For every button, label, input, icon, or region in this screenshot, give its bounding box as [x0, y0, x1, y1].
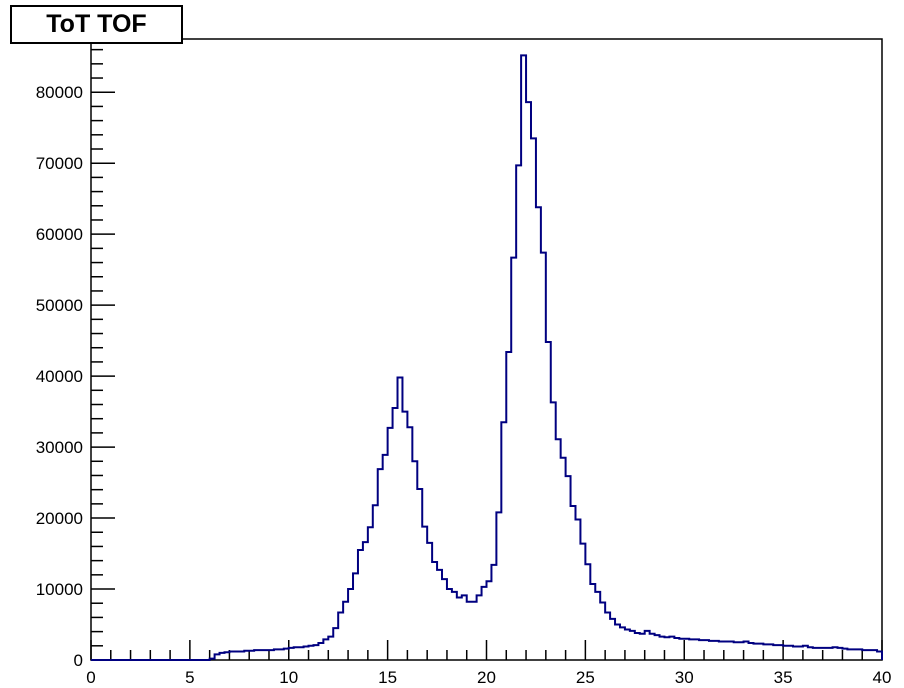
histogram-bin [729, 642, 734, 660]
histogram-bin [749, 643, 754, 660]
histogram-bin [388, 428, 393, 660]
histogram-bin [363, 542, 368, 660]
plot-frame [90, 38, 883, 661]
x-tick-label: 20 [477, 668, 496, 687]
histogram-bin [531, 138, 536, 660]
y-tick-label: 10000 [36, 580, 83, 599]
histogram-bin [442, 579, 447, 660]
x-tick-label: 5 [185, 668, 194, 687]
y-tick-label: 60000 [36, 225, 83, 244]
histogram-bin [432, 562, 437, 660]
histogram-bin [472, 602, 477, 660]
histogram-bin [398, 378, 403, 660]
histogram-bin [630, 631, 635, 660]
histogram-bin [402, 412, 407, 660]
histogram-bin [650, 634, 655, 660]
histogram-bin [551, 402, 556, 660]
histogram-bin [294, 647, 299, 660]
x-tick-label: 15 [378, 668, 397, 687]
histogram-bin [709, 641, 714, 660]
histogram-bin [828, 648, 833, 660]
y-tick-label: 50000 [36, 296, 83, 315]
histogram-bin [279, 649, 284, 660]
histogram-bin [536, 207, 541, 660]
y-tick-label: 20000 [36, 509, 83, 528]
histogram-bin [383, 455, 388, 660]
histogram-bin [437, 570, 442, 660]
x-tick-label: 10 [279, 668, 298, 687]
x-tick-label: 35 [774, 668, 793, 687]
histogram-bin [234, 651, 239, 660]
histogram-bin [556, 439, 561, 660]
y-tick-label: 30000 [36, 438, 83, 457]
y-tick-label: 40000 [36, 367, 83, 386]
histogram-bin [714, 641, 719, 660]
histogram-bin [457, 598, 462, 660]
histogram-bin [239, 651, 244, 660]
y-tick-label: 80000 [36, 83, 83, 102]
y-axis-tick-labels: 0 10000 20000 30000 40000 50000 60000 70000 8000… [36, 83, 83, 670]
histogram-bin [813, 648, 818, 660]
histogram-bin [669, 637, 674, 660]
histogram-bin [561, 458, 566, 660]
x-axis-tick-labels: 0 5 10 15 20 25 30 35 40 [86, 668, 891, 687]
histogram-bin [655, 635, 660, 660]
x-tick-label: 30 [675, 668, 694, 687]
y-tick-label: 70000 [36, 154, 83, 173]
histogram-bin [422, 527, 427, 660]
histogram-bin [773, 645, 778, 660]
y-axis-ticks [91, 48, 115, 661]
x-tick-label: 0 [86, 668, 95, 687]
histogram-bin [477, 595, 482, 660]
histogram-bin [412, 461, 417, 660]
histogram-bin [373, 505, 378, 660]
histogram-bin [393, 408, 398, 660]
histogram-bin [833, 647, 838, 660]
histogram-bin [753, 644, 758, 660]
histogram-bin [447, 589, 452, 660]
histogram-bin [259, 650, 264, 660]
histogram-bin [847, 649, 852, 660]
histogram-bin [674, 638, 679, 660]
histogram-bin [635, 633, 640, 660]
x-tick-label: 40 [873, 668, 892, 687]
histogram-line [91, 54, 883, 661]
histogram-bin [768, 644, 773, 660]
histogram-bin [452, 592, 457, 660]
histogram-bin [590, 584, 595, 660]
histogram-bin [368, 527, 373, 660]
histogram-bin [313, 645, 318, 660]
histogram-bin [526, 102, 531, 660]
histogram-bin [852, 649, 857, 660]
histogram-bin [788, 646, 793, 660]
histogram-bin [808, 647, 813, 660]
x-tick-label: 25 [576, 668, 595, 687]
histogram-bin [694, 639, 699, 660]
y-tick-label: 0 [74, 651, 83, 670]
histogram-bin [571, 506, 576, 660]
histogram-bins [210, 55, 882, 660]
histogram-bin [793, 647, 798, 660]
histogram-bin [615, 625, 620, 660]
histogram-bin [689, 639, 694, 660]
histogram-bin [867, 650, 872, 660]
histogram-bin [299, 647, 304, 660]
histogram-bin [734, 642, 739, 660]
chart-title: ToT TOF [10, 5, 183, 44]
